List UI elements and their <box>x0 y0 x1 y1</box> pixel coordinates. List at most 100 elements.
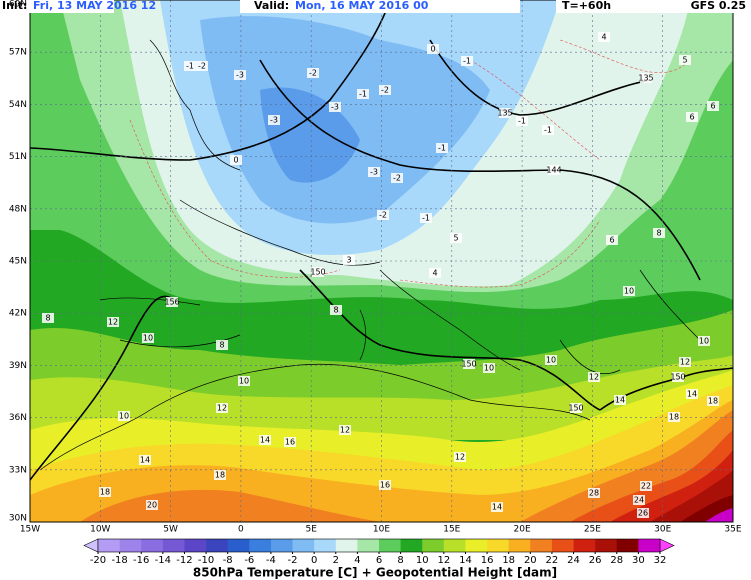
contour-label: 10 <box>119 412 129 421</box>
contour-label: -2 <box>198 62 206 71</box>
contour-label-bg <box>307 68 319 78</box>
contour-label: 10 <box>484 364 494 373</box>
lon-label: 10E <box>373 525 390 535</box>
contour-label: 150 <box>310 268 325 277</box>
contour-label-bg <box>698 336 710 346</box>
contour-label: 10 <box>546 356 556 365</box>
colorbar-label: -14 <box>155 555 171 566</box>
contour-label: 16 <box>380 481 390 490</box>
colorbar-label: 14 <box>459 555 472 566</box>
contour-label-bg <box>429 268 441 278</box>
colorbar-label: -8 <box>223 555 233 566</box>
colorbar-segment <box>551 539 574 552</box>
contour-label-bg <box>672 372 684 382</box>
colorbar-label: -18 <box>111 555 127 566</box>
colorbar-label: -12 <box>176 555 192 566</box>
contour-label-bg <box>454 452 466 462</box>
contour-label: -1 <box>518 117 526 126</box>
colorbar-segment <box>616 539 639 552</box>
contour-label: 150 <box>461 360 476 369</box>
contour-label-bg <box>637 508 649 518</box>
contour-label: 22 <box>641 482 651 491</box>
contour-label: 12 <box>680 358 690 367</box>
contour-label-bg <box>707 101 719 111</box>
contour-label: 12 <box>340 426 350 435</box>
colorbar-segment <box>314 539 337 552</box>
colorbar-segment <box>443 539 466 552</box>
header-bg <box>556 0 746 13</box>
lon-label: 35E <box>724 525 741 535</box>
contour-label-bg <box>234 70 246 80</box>
colorbar-label: -20 <box>90 555 106 566</box>
contour-label: 135 <box>497 109 512 118</box>
contour-label-bg <box>216 403 228 413</box>
contour-label-bg <box>614 395 626 405</box>
colorbar-label: 28 <box>610 555 623 566</box>
model-name: GFS 0.25 <box>691 0 746 12</box>
contour-label: -1 <box>463 57 471 66</box>
colorbar-label: 18 <box>502 555 515 566</box>
lat-label: 48N <box>9 204 27 214</box>
contour-label: 14 <box>615 396 625 405</box>
contour-label: 8 <box>219 341 224 350</box>
lat-label: 51N <box>9 152 27 162</box>
contour-label: 10 <box>699 337 709 346</box>
contour-label-bg <box>379 480 391 490</box>
contour-label: -1 <box>544 126 552 135</box>
lon-label: 30E <box>654 525 671 535</box>
contour-label: -1 <box>359 90 367 99</box>
contour-label-bg <box>606 235 618 245</box>
contour-label: 14 <box>492 503 502 512</box>
contour-label: 26 <box>638 509 648 518</box>
contour-label: 14 <box>140 456 150 465</box>
contour-label: 4 <box>432 269 437 278</box>
colorbar-segment <box>508 539 531 552</box>
contour-label-bg <box>312 267 324 277</box>
lon-label: 0 <box>238 525 244 535</box>
colorbar-label: -16 <box>133 555 149 566</box>
colorbar-label: 22 <box>546 555 559 566</box>
contour-label: 6 <box>710 102 715 111</box>
contour-label: 0 <box>430 45 435 54</box>
colorbar-segment <box>162 539 185 552</box>
valid-time: Mon, 16 MAY 2016 00 <box>295 0 429 12</box>
colorbar-label: 12 <box>437 555 450 566</box>
init-label: Init: <box>2 0 27 12</box>
contour-label: 0 <box>233 156 238 165</box>
contour-label-bg <box>230 155 242 165</box>
lat-label: 33N <box>9 465 27 475</box>
contour-label: -3 <box>270 116 278 125</box>
contour-label: -3 <box>370 168 378 177</box>
contour-label: 6 <box>609 236 614 245</box>
contour-label-bg <box>42 313 54 323</box>
contour-label-bg <box>570 403 582 413</box>
contour-label-bg <box>391 173 403 183</box>
contour-label-bg <box>196 61 208 71</box>
contour-label-bg <box>450 233 462 243</box>
contour-label-bg <box>545 355 557 365</box>
colorbar-segment <box>206 539 228 552</box>
contour-label-bg <box>329 102 341 112</box>
colorbar-label: 4 <box>354 555 360 566</box>
contour-label-bg <box>330 305 342 315</box>
contour-label-bg <box>420 213 432 223</box>
contour-label: 144 <box>546 166 561 175</box>
colorbar-segment <box>141 539 164 552</box>
contour-label-bg <box>284 437 296 447</box>
contour-label: -1 <box>422 214 430 223</box>
contour-label-bg <box>588 372 600 382</box>
colorbar-segment <box>638 539 661 552</box>
contour-label-bg <box>139 455 151 465</box>
contour-label: -2 <box>393 174 401 183</box>
colorbar-segment <box>335 539 358 552</box>
colorbar-segment <box>227 539 250 552</box>
contour-label-bg <box>686 389 698 399</box>
contour-label-bg <box>343 255 355 265</box>
colorbar-label: 10 <box>416 555 429 566</box>
contour-label-bg <box>463 359 475 369</box>
contour-labels: -1 -2-3 -2-10-1-3-2-3-1-1-11351354566-3-2-… <box>42 32 719 518</box>
colorbar-segment <box>379 539 401 552</box>
contour-label-bg <box>668 412 680 422</box>
lat-label: 36N <box>9 413 27 423</box>
